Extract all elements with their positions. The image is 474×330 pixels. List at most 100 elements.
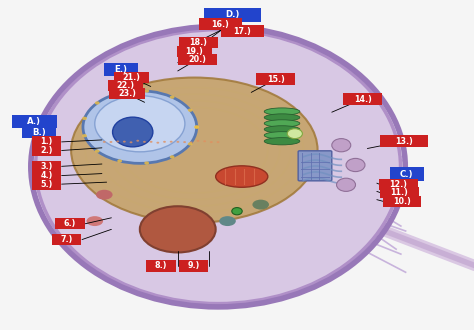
FancyBboxPatch shape [114, 72, 149, 83]
Ellipse shape [163, 142, 166, 144]
Text: 14.): 14.) [354, 94, 372, 104]
FancyBboxPatch shape [11, 115, 57, 128]
FancyBboxPatch shape [146, 260, 176, 272]
Ellipse shape [216, 166, 268, 187]
Text: 13.): 13.) [395, 137, 413, 146]
Ellipse shape [71, 78, 318, 223]
Ellipse shape [176, 141, 179, 143]
Ellipse shape [194, 125, 199, 129]
Ellipse shape [83, 91, 197, 163]
Ellipse shape [194, 125, 199, 129]
Ellipse shape [170, 155, 174, 159]
Ellipse shape [332, 139, 351, 152]
Ellipse shape [140, 206, 216, 252]
FancyBboxPatch shape [178, 54, 217, 65]
FancyBboxPatch shape [32, 145, 61, 156]
Text: B.): B.) [32, 127, 46, 137]
FancyBboxPatch shape [380, 135, 428, 147]
Ellipse shape [95, 101, 100, 105]
FancyBboxPatch shape [379, 179, 418, 190]
Ellipse shape [156, 140, 159, 142]
Text: 16.): 16.) [211, 20, 229, 29]
FancyBboxPatch shape [55, 218, 85, 229]
Ellipse shape [82, 134, 87, 137]
Text: C.): C.) [400, 170, 413, 179]
Text: 2.): 2.) [40, 146, 53, 155]
Ellipse shape [95, 149, 100, 153]
Text: 11.): 11.) [391, 188, 409, 197]
Text: 4.): 4.) [40, 171, 53, 180]
FancyBboxPatch shape [32, 136, 61, 148]
Ellipse shape [117, 159, 122, 163]
Ellipse shape [150, 142, 153, 144]
Ellipse shape [109, 141, 112, 143]
FancyBboxPatch shape [32, 161, 61, 172]
Ellipse shape [103, 141, 106, 143]
FancyBboxPatch shape [256, 73, 295, 85]
Text: 12.): 12.) [389, 180, 407, 189]
Ellipse shape [86, 216, 103, 226]
Ellipse shape [264, 132, 300, 139]
FancyBboxPatch shape [32, 179, 61, 190]
Ellipse shape [264, 108, 300, 115]
FancyBboxPatch shape [22, 126, 56, 138]
Text: 23.): 23.) [118, 89, 136, 98]
Text: 10.): 10.) [393, 197, 411, 206]
Ellipse shape [117, 91, 122, 95]
Text: 15.): 15.) [267, 75, 285, 84]
Text: 20.): 20.) [188, 55, 206, 64]
Ellipse shape [188, 109, 192, 112]
Ellipse shape [96, 190, 113, 200]
Ellipse shape [144, 89, 149, 93]
Text: D.): D.) [225, 10, 239, 19]
Ellipse shape [82, 117, 87, 120]
FancyBboxPatch shape [390, 167, 424, 181]
Ellipse shape [123, 139, 126, 141]
FancyBboxPatch shape [221, 25, 264, 37]
Ellipse shape [264, 138, 300, 145]
Ellipse shape [210, 142, 213, 144]
FancyBboxPatch shape [52, 234, 81, 245]
Ellipse shape [264, 120, 300, 127]
Ellipse shape [203, 140, 206, 142]
Ellipse shape [112, 117, 153, 147]
Ellipse shape [264, 126, 300, 133]
Ellipse shape [346, 158, 365, 172]
FancyBboxPatch shape [343, 93, 382, 105]
FancyBboxPatch shape [109, 88, 145, 99]
Ellipse shape [183, 142, 186, 144]
Ellipse shape [137, 141, 139, 143]
Ellipse shape [170, 95, 174, 99]
FancyBboxPatch shape [204, 8, 261, 22]
Text: 1.): 1.) [40, 137, 53, 147]
FancyBboxPatch shape [383, 196, 421, 207]
FancyBboxPatch shape [298, 151, 332, 181]
FancyBboxPatch shape [380, 187, 419, 198]
FancyBboxPatch shape [179, 37, 218, 48]
Ellipse shape [264, 114, 300, 121]
Ellipse shape [143, 141, 146, 143]
Text: 19.): 19.) [185, 47, 203, 56]
Ellipse shape [95, 96, 185, 152]
Text: 9.): 9.) [187, 261, 200, 271]
Ellipse shape [337, 178, 356, 191]
Ellipse shape [188, 142, 192, 146]
Text: E.): E.) [114, 65, 128, 74]
FancyBboxPatch shape [32, 170, 61, 181]
FancyBboxPatch shape [108, 80, 143, 91]
FancyBboxPatch shape [179, 260, 208, 272]
Ellipse shape [197, 141, 200, 143]
Text: 18.): 18.) [189, 38, 207, 47]
Text: 8.): 8.) [155, 261, 167, 271]
Ellipse shape [170, 141, 173, 143]
Text: 22.): 22.) [117, 81, 135, 90]
Ellipse shape [144, 161, 149, 165]
Text: 6.): 6.) [64, 219, 76, 228]
FancyBboxPatch shape [104, 63, 138, 76]
Ellipse shape [190, 142, 193, 144]
Text: 3.): 3.) [40, 162, 53, 171]
FancyBboxPatch shape [177, 46, 212, 57]
Ellipse shape [129, 142, 132, 144]
Ellipse shape [36, 30, 401, 304]
Ellipse shape [232, 208, 242, 215]
